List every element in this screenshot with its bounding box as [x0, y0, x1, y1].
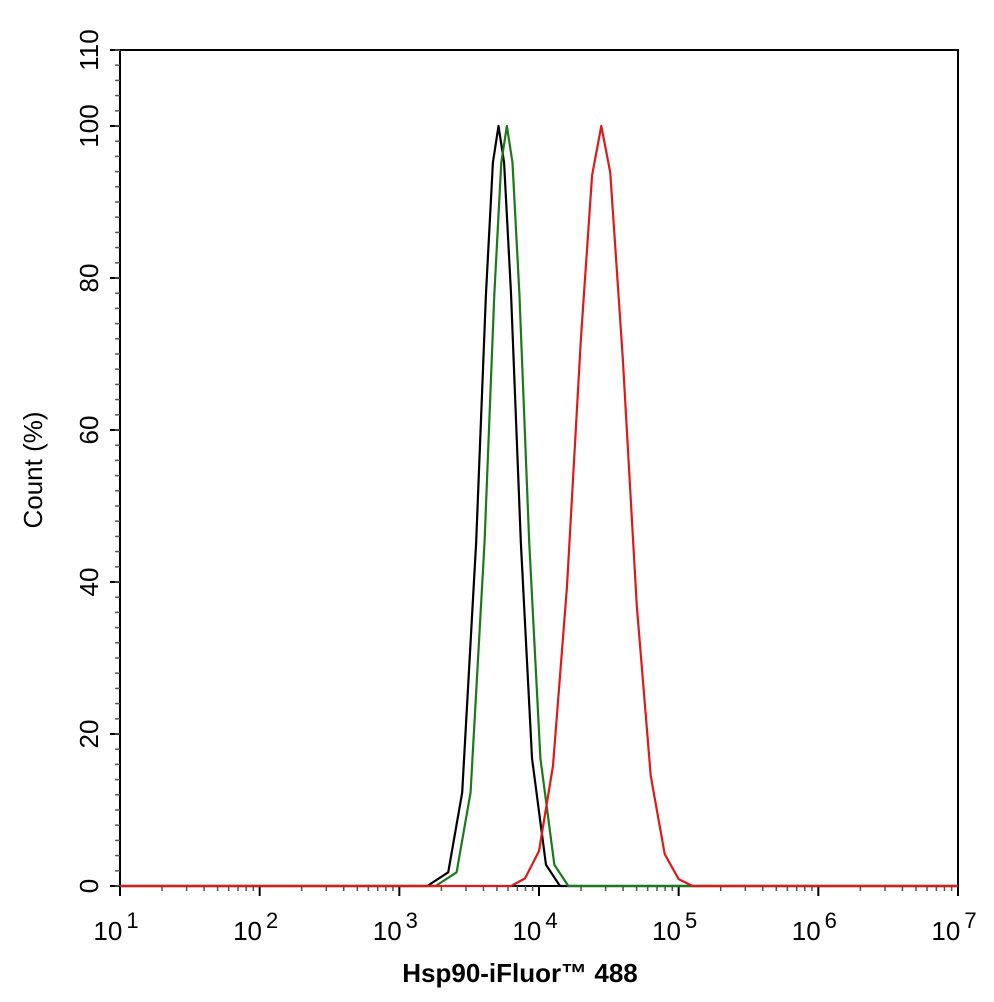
y-tick-label: 20	[74, 720, 104, 749]
plot-frame	[119, 49, 959, 887]
y-tick-label: 60	[74, 416, 104, 445]
x-tick-exponent: 3	[406, 908, 418, 933]
y-tick-label: 40	[74, 568, 104, 597]
x-tick-label: 10 6	[792, 908, 837, 946]
x-tick-base: 10	[792, 916, 821, 946]
y-axis-label: Count (%)	[18, 411, 48, 528]
x-tick-exponent: 2	[266, 908, 278, 933]
x-tick-label: 10 3	[373, 908, 418, 946]
x-tick-label: 10 5	[652, 908, 697, 946]
x-tick-base: 10	[233, 916, 262, 946]
histogram-line	[120, 124, 958, 888]
x-tick-base: 10	[652, 916, 681, 946]
x-tick-base: 10	[931, 916, 960, 946]
histogram-line	[120, 124, 958, 888]
x-tick-exponent: 4	[545, 908, 557, 933]
y-tick-label: 100	[74, 104, 104, 147]
y-tick-label: 80	[74, 264, 104, 293]
x-tick-exponent: 7	[964, 908, 976, 933]
x-tick-exponent: 6	[825, 908, 837, 933]
x-tick-exponent: 1	[126, 908, 138, 933]
y-tick-label: 0	[74, 879, 104, 893]
x-tick-label: 10 4	[512, 908, 557, 946]
x-tick-base: 10	[512, 916, 541, 946]
x-tick-label: 10 1	[93, 908, 138, 946]
y-tick-label: 110	[74, 29, 104, 70]
x-tick-base: 10	[373, 916, 402, 946]
x-tick-label: 10 7	[931, 908, 976, 946]
x-tick-exponent: 5	[685, 908, 697, 933]
x-axis-label: Hsp90-iFluor™ 488	[402, 958, 638, 988]
histogram-line	[120, 124, 958, 888]
x-tick-label: 10 2	[233, 908, 278, 946]
x-tick-base: 10	[93, 916, 122, 946]
